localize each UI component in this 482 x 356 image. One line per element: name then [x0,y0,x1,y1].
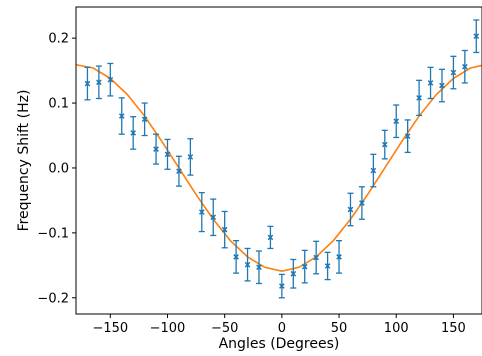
x-tick-label: 100 [384,321,409,336]
point-marker [141,116,148,123]
data-point [84,66,91,101]
y-axis: −0.2 −0.1 0.0 0.1 0.2 [37,32,76,306]
data-point [370,153,377,188]
data-point [347,192,354,227]
data-point [221,210,228,249]
data-point [301,249,308,284]
data-point [255,250,262,285]
x-tick-label: −50 [211,321,238,336]
y-tick-label: −0.2 [37,291,69,306]
data-point [118,97,125,135]
data-point [290,258,297,289]
point-marker [256,264,262,271]
x-axis: −150 −100 −50 0 50 100 150 [92,314,466,336]
point-marker [96,79,102,86]
data-point [198,191,205,233]
point-marker [118,113,125,119]
data-point [313,240,320,275]
x-tick-label: 50 [331,321,348,336]
x-tick-label: 150 [441,321,466,336]
point-marker [290,270,297,277]
point-marker [427,80,434,86]
point-marker [164,151,171,158]
data-point [107,62,114,97]
y-tick-label: 0.2 [48,32,69,47]
y-tick-label: 0.0 [48,161,69,176]
point-marker [84,80,91,87]
data-point [141,102,148,137]
point-marker [404,133,411,139]
data-points-layer [84,19,480,299]
data-point [393,104,400,139]
data-point [187,138,194,176]
point-marker [221,226,228,233]
data-point [210,198,217,237]
data-point [438,68,445,103]
data-point [164,138,171,170]
data-point [336,240,343,274]
point-marker [279,283,285,289]
point-marker [359,200,365,206]
data-point [358,186,365,220]
point-marker [233,254,239,260]
point-marker [473,33,480,40]
point-marker [187,154,194,160]
y-tick-label: 0.1 [48,97,69,112]
point-marker [267,234,274,241]
x-tick-label: −100 [150,321,186,336]
point-marker [313,254,319,261]
plot-frame [75,6,482,315]
point-marker [107,76,114,83]
point-marker [130,130,137,136]
x-tick-label: −150 [92,321,128,336]
point-marker [198,209,205,215]
data-point [324,251,331,281]
point-marker [176,168,182,175]
data-point [130,116,137,150]
point-marker [381,141,388,148]
data-point [278,273,285,299]
point-marker [462,63,468,70]
y-tick-label: −0.1 [37,226,69,241]
data-point [95,65,102,100]
point-marker [450,69,457,76]
data-point [175,155,182,187]
point-marker [210,214,217,221]
point-marker [153,146,159,152]
point-marker [301,263,308,270]
data-point [244,247,251,282]
data-point [404,119,411,154]
point-marker [244,261,251,268]
x-tick-label: 0 [278,321,286,336]
data-point [473,19,480,54]
data-point [381,129,388,160]
data-point [450,55,457,90]
point-marker [370,167,377,174]
data-point [153,133,160,165]
point-marker [336,254,342,260]
point-marker [416,95,422,101]
point-marker [324,263,331,269]
point-marker [439,82,445,89]
data-point [416,79,423,117]
x-axis-label: Angles (Degrees) [219,336,340,352]
data-point [461,49,468,84]
data-point [233,240,240,274]
data-point [267,225,274,250]
point-marker [393,118,400,125]
y-axis-label: Frequency Shift (Hz) [16,90,32,232]
data-point [427,66,434,100]
point-marker [347,206,354,213]
